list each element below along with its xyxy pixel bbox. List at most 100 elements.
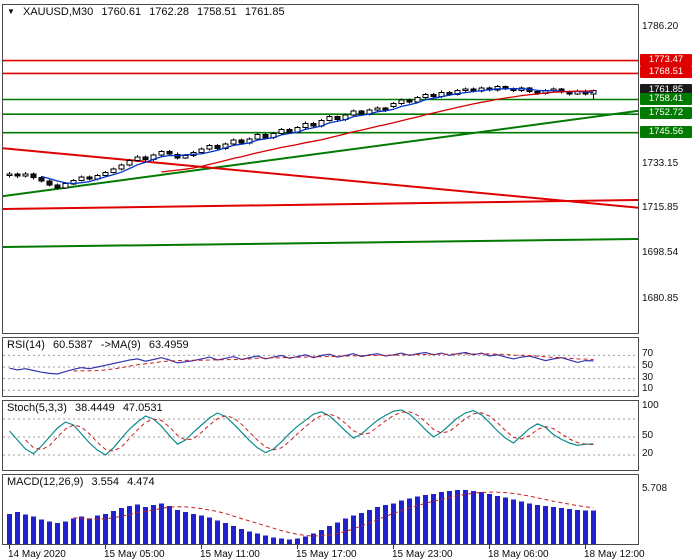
macd-bar [255,533,260,544]
macd-bar [567,509,572,544]
macd-bar [215,520,220,544]
macd-bar [495,495,500,544]
main-chart-panel: ▼ XAUUSD,M30 1760.61 1762.28 1758.51 176… [2,4,639,334]
candle [62,183,69,189]
macd-value: 3.554 [91,476,120,488]
price-axis: 1786.20 1733.15 1715.85 1698.54 1680.85 1773.… [640,4,698,334]
macd-bar [167,506,172,544]
macd-bar [527,503,532,544]
candle [238,139,245,144]
stochastic-canvas[interactable] [3,401,638,470]
candle [30,173,37,178]
macd-bar [383,505,388,544]
ohlc-open: 1760.61 [101,6,142,18]
stochastic-axis-label: 100 [642,400,659,411]
support-badge: 1745.56 [640,126,692,138]
macd-bar [55,523,60,544]
stochastic-axis-label: 50 [642,430,654,441]
rsi-axis-label: 50 [642,360,654,371]
stochastic-signal-line [25,411,594,452]
stochastic-header: Stoch(5,3,3) 38.4449 47.0531 [7,402,168,414]
support-badge: 1752.72 [640,107,692,119]
candle [54,184,61,189]
macd-bar [455,490,460,544]
candle [46,180,53,186]
candle [422,94,429,99]
candle [38,177,45,182]
candle [86,176,93,180]
time-label: 18 May 12:00 [584,549,645,560]
candle [134,156,141,161]
macd-bar [7,513,12,544]
price-axis-label: 1715.85 [642,202,679,213]
rsi-canvas[interactable] [3,338,638,396]
lower-green-ma [3,238,638,248]
macd-bar [399,500,404,544]
macd-canvas[interactable] [3,475,638,544]
macd-bar [31,516,36,544]
candle [6,173,13,177]
macd-bar [151,505,156,544]
macd-bar [159,503,164,544]
price-chart-canvas[interactable] [3,5,638,333]
macd-bar [183,511,188,544]
candle [310,122,317,127]
macd-bar [591,510,596,544]
macd-bar [551,507,556,544]
one-click-trading-arrow[interactable]: ▼ [7,7,15,16]
macd-bar [23,514,28,544]
candle [374,107,381,111]
macd-bar [247,531,252,544]
level-lines [3,59,638,134]
stochastic-name: Stoch(5,3,3) [7,402,67,414]
macd-bar [415,496,420,544]
stochastic-d-value: 47.0531 [122,402,163,414]
macd-bar [423,494,428,544]
candle [262,133,269,139]
price-axis-label: 1733.15 [642,158,679,169]
candle [78,176,85,181]
macd-bar [47,521,52,544]
candle [430,94,437,98]
flat-red-line [3,199,638,210]
time-label: 18 May 06:00 [488,549,549,560]
macd-bar [471,491,476,544]
time-label: 14 May 2020 [8,549,66,560]
macd-histogram [7,490,596,544]
rsi-axis-label: 30 [642,372,654,383]
time-tick [105,545,106,549]
rsi-axis-label: 10 [642,383,654,394]
macd-bar [407,498,412,544]
macd-bar [391,503,396,544]
candle [406,99,413,103]
macd-axis-label: 5.708 [642,483,668,494]
stochastic-axis-label: 20 [642,448,654,459]
candle [398,99,405,105]
rsi-value: 60.5387 [52,339,93,351]
candle [254,133,261,140]
macd-bar [351,515,356,544]
macd-bar [583,510,588,544]
candle [278,129,285,135]
time-label: 15 May 17:00 [296,549,357,560]
macd-bar [231,526,236,544]
candle [350,110,357,116]
time-label: 15 May 11:00 [200,549,260,560]
macd-bar [87,518,92,544]
rsi-header: RSI(14) 60.5387 ->MA(9) 63.4959 [7,339,194,351]
candle [182,155,189,159]
candle [334,116,341,121]
price-axis-label: 1786.20 [642,21,679,32]
rsi-panel: RSI(14) 60.5387 ->MA(9) 63.4959 [2,337,639,397]
rsi-axis-label: 70 [642,348,654,359]
macd-bar [303,536,308,544]
stochastic-axis: 100 50 20 [640,400,698,471]
macd-bar [127,506,132,544]
candle [118,164,125,170]
macd-bar [511,499,516,544]
macd-bar [111,510,116,544]
support-badge: 1758.41 [640,93,692,105]
candle [126,160,133,166]
trend-lines [3,109,638,248]
macd-bar [287,539,292,544]
